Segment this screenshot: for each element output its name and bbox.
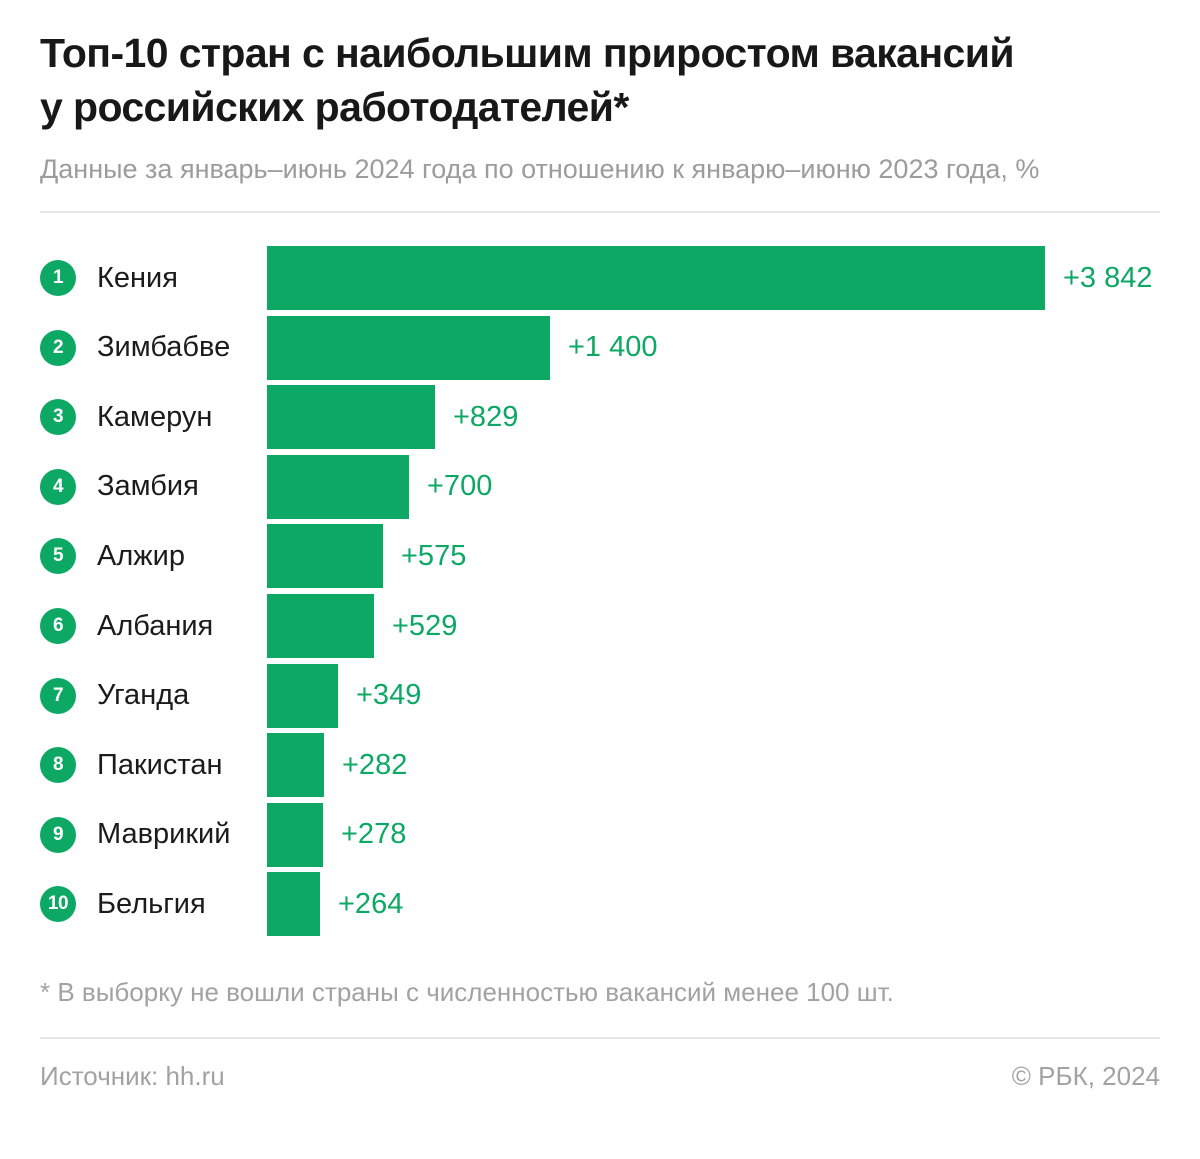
chart-row: 6 Албания +529 bbox=[40, 594, 1160, 659]
rank-badge: 7 bbox=[40, 677, 76, 714]
country-label: Зимбабве bbox=[97, 331, 231, 364]
rank-badge: 5 bbox=[40, 538, 76, 575]
value-bar bbox=[267, 594, 374, 659]
value-label: +3 842 bbox=[1063, 261, 1153, 294]
source-label: Источник: hh.ru bbox=[40, 1060, 225, 1091]
value-bar bbox=[267, 246, 1045, 311]
footer: Источник: hh.ru © РБК, 2024 bbox=[40, 1061, 1160, 1092]
country-label: Маврикий bbox=[97, 818, 231, 851]
chart-row: 9 Маврикий +278 bbox=[40, 802, 1160, 867]
copyright-label: © РБК, 2024 bbox=[1011, 1060, 1160, 1091]
page-title: Топ-10 стран с наибольшим приростом вака… bbox=[40, 30, 1015, 131]
value-bar bbox=[267, 872, 320, 937]
value-label: +1 400 bbox=[568, 331, 658, 364]
country-label: Камерун bbox=[97, 400, 213, 433]
chart-row: 2 Зимбабве +1 400 bbox=[40, 315, 1160, 380]
rank-badge: 4 bbox=[40, 468, 76, 505]
value-label: +278 bbox=[341, 818, 407, 851]
rank-badge: 2 bbox=[40, 329, 76, 366]
country-label: Кения bbox=[97, 261, 178, 294]
country-label: Уганда bbox=[97, 679, 190, 712]
chart-subtitle: Данные за январь–июнь 2024 года по отнош… bbox=[40, 154, 1040, 185]
value-bar bbox=[267, 733, 324, 798]
country-label: Бельгия bbox=[97, 887, 206, 920]
value-bar bbox=[267, 385, 435, 450]
chart-row: 7 Уганда +349 bbox=[40, 663, 1160, 728]
value-label: +700 bbox=[427, 470, 493, 503]
rank-badge: 8 bbox=[40, 747, 76, 784]
rank-badge: 1 bbox=[40, 260, 76, 297]
value-bar bbox=[267, 663, 338, 728]
value-bar bbox=[267, 802, 323, 867]
country-label: Пакистан bbox=[97, 748, 223, 781]
country-label: Албания bbox=[97, 609, 214, 642]
value-label: +575 bbox=[401, 539, 467, 572]
value-label: +349 bbox=[356, 679, 422, 712]
country-label: Алжир bbox=[97, 539, 185, 572]
rank-badge: 9 bbox=[40, 816, 76, 853]
rank-badge: 3 bbox=[40, 399, 76, 436]
bar-chart: 1 Кения +3 842 2 Зимбабве +1 400 3 Камер… bbox=[40, 246, 1160, 937]
value-label: +264 bbox=[338, 887, 404, 920]
value-bar bbox=[267, 315, 550, 380]
rank-badge: 10 bbox=[40, 886, 76, 923]
chart-row: 5 Алжир +575 bbox=[40, 524, 1160, 589]
rank-badge: 6 bbox=[40, 608, 76, 645]
chart-row: 1 Кения +3 842 bbox=[40, 246, 1160, 311]
value-label: +529 bbox=[392, 609, 458, 642]
chart-row: 4 Замбия +700 bbox=[40, 454, 1160, 519]
chart-row: 8 Пакистан +282 bbox=[40, 733, 1160, 798]
value-bar bbox=[267, 524, 383, 589]
chart-row: 3 Камерун +829 bbox=[40, 385, 1160, 450]
chart-row: 10 Бельгия +264 bbox=[40, 872, 1160, 937]
top-divider bbox=[40, 211, 1160, 214]
footer-divider bbox=[40, 1036, 1160, 1039]
value-label: +829 bbox=[453, 400, 519, 433]
value-bar bbox=[267, 454, 409, 519]
footnote: * В выборку не вошли страны с численност… bbox=[40, 977, 894, 1008]
country-label: Замбия bbox=[97, 470, 199, 503]
value-label: +282 bbox=[342, 748, 408, 781]
